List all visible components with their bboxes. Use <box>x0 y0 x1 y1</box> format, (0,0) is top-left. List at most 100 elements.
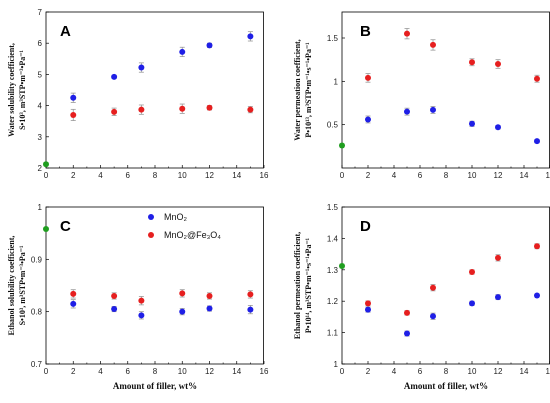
data-point-mno2-fe3o4 <box>70 290 77 297</box>
x-tick-label: 0 <box>340 171 345 180</box>
x-tick-label: 8 <box>444 171 449 180</box>
x-tick-label: 4 <box>98 171 103 180</box>
x-tick-label: 12 <box>205 171 214 180</box>
x-tick-label: 8 <box>444 367 449 376</box>
y-axis-title: Ethanol permeation coefficient, P•10¹⁴, m… <box>293 232 313 339</box>
data-point-mno2 <box>138 312 145 319</box>
y-tick-label: 3 <box>38 133 43 142</box>
x-tick-label: 14 <box>232 171 241 180</box>
y-axis-title: Water permeation coefficient, P•10¹³, m³S… <box>293 39 313 140</box>
x-axis-title: Amount of filler, wt% <box>113 381 197 391</box>
data-point-mno2-fe3o4 <box>111 108 118 115</box>
x-tick-label: 10 <box>178 171 187 180</box>
chart-panel-c: 0 2 4 6 8 10 12 14 16 0.7 0.8 0.9 1 Ethanol solubilit… <box>7 203 269 391</box>
y-tick-label: 0.5 <box>327 121 339 130</box>
x-tick-label: 16 <box>260 367 269 376</box>
data-point-mno2-fe3o4 <box>70 111 77 118</box>
y-tick-label: 1.2 <box>327 297 339 306</box>
panel-letter: C <box>60 218 71 235</box>
y-tick-label: 1.4 <box>327 234 339 243</box>
data-point-mno2-fe3o4 <box>138 106 145 113</box>
data-point-mno2-fe3o4 <box>404 309 410 316</box>
x-tick-label: 16 <box>260 171 269 180</box>
data-point-mno2 <box>404 330 410 337</box>
data-point-mno2 <box>469 300 475 307</box>
data-point-mno2-fe3o4 <box>365 300 371 307</box>
y-axis-title-line: Water solubility coefficient, <box>7 43 16 137</box>
x-tick-label: 0 <box>44 367 49 376</box>
x-tick-label: 12 <box>494 367 503 376</box>
legend-marker <box>148 232 154 238</box>
data-point-mno2-fe3o4 <box>179 105 186 112</box>
data-point-mno2 <box>247 33 254 40</box>
x-tick-label: 4 <box>392 171 397 180</box>
x-tick-label: 16 <box>546 171 550 180</box>
y-tick-label: 0.7 <box>31 360 43 369</box>
y-axis-title-line: S•10³, m³STP•m⁻³•Pa⁻¹ <box>18 245 27 325</box>
data-point-mno2-fe3o4 <box>138 297 145 304</box>
data-point-mno2-fe3o4 <box>469 59 475 66</box>
x-tick-label: 14 <box>232 367 241 376</box>
plot-frame <box>341 11 550 169</box>
data-point-mno2-fe3o4 <box>430 284 436 291</box>
x-tick-label: 10 <box>468 367 477 376</box>
panel-letter: B <box>360 23 371 40</box>
plot-frame <box>341 206 550 365</box>
x-axis-title: Amount of filler, wt% <box>404 381 488 391</box>
x-tick-label: 2 <box>366 367 371 376</box>
data-point-neat <box>339 142 345 149</box>
data-point-mno2 <box>430 313 436 320</box>
data-point-mno2 <box>111 73 118 80</box>
x-tick-label: 14 <box>520 171 529 180</box>
x-tick-label: 0 <box>44 171 49 180</box>
data-point-mno2-fe3o4 <box>111 292 118 299</box>
legend-entry: MnO₂ <box>164 212 188 222</box>
y-axis-title-line: Ethanol solubility coefficient, <box>7 236 16 336</box>
x-tick-label: 2 <box>366 171 371 180</box>
x-tick-label: 4 <box>98 367 103 376</box>
data-point-mno2 <box>179 308 186 315</box>
data-point-mno2 <box>495 124 501 131</box>
data-point-mno2 <box>70 300 77 307</box>
y-tick-label: 1.5 <box>327 203 339 212</box>
data-point-mno2 <box>365 116 371 123</box>
y-tick-label: 1 <box>334 77 339 86</box>
data-point-mno2 <box>206 305 213 312</box>
data-point-mno2 <box>70 94 77 101</box>
data-point-mno2 <box>111 306 118 313</box>
data-point-mno2-fe3o4 <box>495 61 501 67</box>
legend-marker <box>148 214 154 220</box>
y-axis-title: Water solubility coefficient, S•10³, m³ST… <box>7 43 27 137</box>
panel-letter: A <box>60 23 71 40</box>
data-point-mno2 <box>430 106 436 113</box>
y-tick-label: 5 <box>38 70 43 79</box>
y-tick-label: 2 <box>38 164 43 173</box>
y-tick-label: 1 <box>38 203 43 212</box>
y-tick-label: 7 <box>38 8 43 17</box>
plot-frame <box>45 206 264 365</box>
y-tick-label: 4 <box>38 102 43 111</box>
panel-letter: D <box>360 218 371 235</box>
data-point-mno2-fe3o4 <box>179 290 186 297</box>
data-point-mno2-fe3o4 <box>206 292 213 299</box>
data-point-mno2-fe3o4 <box>247 291 254 298</box>
data-point-neat <box>339 263 345 270</box>
data-point-mno2 <box>404 108 410 115</box>
x-tick-label: 6 <box>126 367 131 376</box>
data-point-mno2-fe3o4 <box>365 74 371 81</box>
y-axis-title-line: P•10¹³, m³STP•m⁻¹•s⁻¹•Pa⁻¹ <box>304 42 313 138</box>
chart-panel-d: 0 2 4 6 8 10 12 14 16 1 1.1 1.2 1.3 1.4 1.5 Ethanol per… <box>293 203 550 391</box>
data-point-mno2 <box>469 120 475 127</box>
data-point-mno2 <box>247 306 254 313</box>
y-tick-label: 0.8 <box>31 308 43 317</box>
x-tick-label: 8 <box>153 367 158 376</box>
x-tick-label: 2 <box>71 171 76 180</box>
y-axis-title-line: Ethanol permeation coefficient, <box>293 232 302 339</box>
x-tick-label: 14 <box>520 367 529 376</box>
data-point-mno2-fe3o4 <box>495 254 501 261</box>
x-tick-label: 10 <box>178 367 187 376</box>
data-point-mno2-fe3o4 <box>404 30 410 37</box>
y-axis-title-line: Water permeation coefficient, <box>293 39 302 140</box>
